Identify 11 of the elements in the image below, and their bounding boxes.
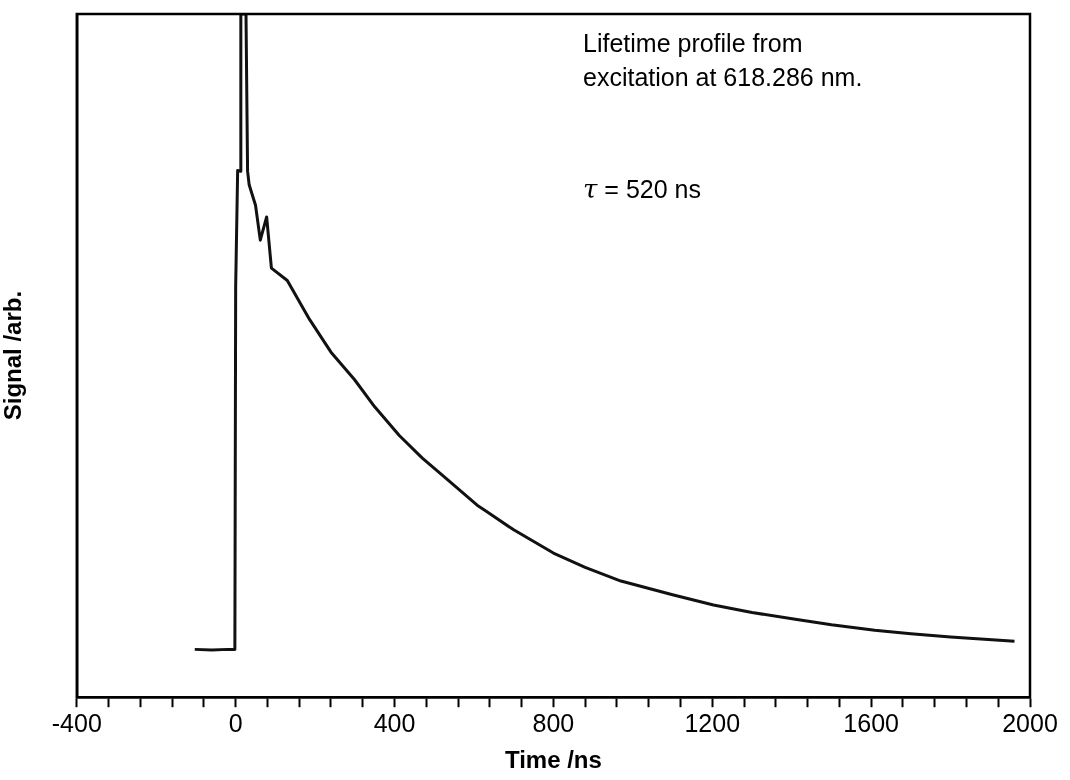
x-axis-title: Time /ns <box>504 746 602 774</box>
x-tick-label: -400 <box>51 709 102 738</box>
x-tick-label: 1200 <box>684 709 741 738</box>
x-tick-label: 2000 <box>1002 709 1058 738</box>
y-axis-title: Signal /arb. <box>0 290 27 421</box>
annotation: Lifetime profile from excitation at 618.286 nm. <box>583 29 863 91</box>
x-tick-label: 0 <box>228 709 243 738</box>
x-tick-label: 1600 <box>843 709 899 738</box>
annotation: τ = 520 ns <box>583 174 701 204</box>
x-tick-label: 400 <box>373 709 416 738</box>
x-tick-label: 800 <box>532 709 575 738</box>
